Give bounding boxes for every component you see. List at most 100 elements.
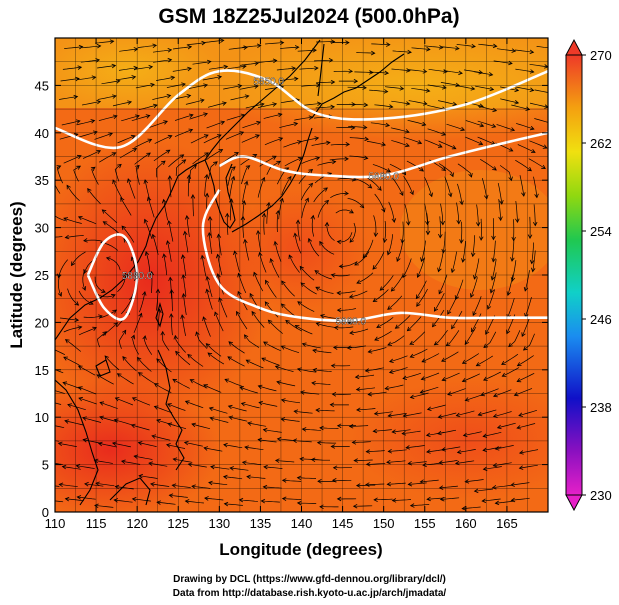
streamline (528, 158, 546, 169)
streamline (163, 199, 168, 221)
streamline (369, 89, 388, 93)
streamline-arrowhead (78, 396, 83, 402)
streamline-arrowhead (228, 415, 234, 420)
streamline-arrowhead (133, 47, 139, 52)
streamline-arrowhead (459, 200, 464, 206)
streamline-arrowhead (324, 221, 330, 227)
streamline (316, 409, 335, 412)
streamline-arrowhead (137, 356, 142, 362)
streamline-arrowhead (433, 341, 439, 346)
streamline-arrowhead (183, 230, 188, 236)
streamline (294, 116, 313, 121)
streamline-arrowhead (56, 165, 62, 170)
streamline (226, 114, 245, 121)
streamline-arrowhead (384, 70, 390, 76)
streamline (362, 239, 374, 258)
streamline-arrowhead (391, 429, 397, 434)
streamline-arrowhead (511, 48, 517, 53)
streamline-arrowhead (151, 233, 156, 239)
streamline-arrowhead (452, 101, 458, 107)
y-axis-ticks: 0 5 10 15 20 25 30 35 40 45 (35, 78, 548, 520)
streamline-arrowhead (281, 280, 286, 286)
chart-title: GSM 18Z25Jul2024 (500.0hPa) (158, 5, 459, 28)
streamline (223, 85, 242, 90)
streamline (55, 236, 63, 238)
streamline (514, 49, 534, 53)
streamline-arrowhead (438, 460, 444, 465)
streamline-arrowhead (76, 165, 82, 170)
streamline (440, 203, 444, 225)
streamline (65, 498, 84, 502)
streamline (185, 99, 204, 105)
streamline-arrowhead (426, 449, 431, 454)
streamline-arrowhead (299, 456, 304, 462)
streamline-arrowhead (354, 261, 359, 266)
streamline (388, 201, 395, 223)
streamline (493, 60, 513, 64)
streamline-arrowhead (67, 403, 72, 408)
streamline (356, 408, 376, 411)
streamline (462, 240, 466, 263)
streamline (279, 123, 298, 129)
streamline (204, 497, 224, 501)
streamline-arrowhead (485, 330, 490, 335)
streamline (186, 215, 190, 237)
streamline (335, 209, 354, 214)
streamline-arrowhead (544, 104, 548, 109)
streamline-arrowhead (160, 330, 165, 336)
streamline-arrowhead (191, 484, 196, 489)
streamline (241, 402, 260, 409)
streamline-arrowhead (184, 499, 190, 504)
streamline-arrowhead (516, 425, 522, 430)
coast-philippines (157, 349, 185, 471)
streamline-arrowhead (511, 236, 516, 242)
streamline-arrowhead (422, 462, 427, 468)
streamline-arrowhead (373, 232, 379, 238)
streamline-arrowhead (330, 444, 335, 449)
streamline-arrowhead (276, 380, 281, 385)
streamline (99, 416, 118, 423)
streamline-arrowhead (388, 358, 394, 363)
streamline-arrowhead (401, 170, 407, 176)
streamline-arrowhead (187, 66, 192, 72)
streamline (366, 141, 386, 146)
streamline-arrowhead (345, 142, 351, 147)
streamline (514, 388, 533, 396)
streamline (139, 475, 158, 479)
streamline (59, 484, 78, 488)
streamline (529, 102, 548, 108)
streamline (82, 101, 101, 106)
streamline-arrowhead (97, 441, 103, 447)
streamline-arrowhead (479, 123, 485, 128)
streamline (154, 383, 172, 394)
streamline-arrowhead (364, 136, 370, 142)
streamline (511, 482, 530, 486)
streamline (355, 374, 375, 378)
streamline (519, 464, 538, 469)
streamline (508, 330, 521, 347)
streamline (392, 177, 404, 196)
streamline-arrowhead (454, 45, 460, 51)
streamline (82, 269, 86, 291)
streamline-arrowhead (409, 503, 415, 508)
streamline (62, 66, 82, 70)
streamline-arrowhead (356, 279, 362, 284)
streamline-arrowhead (171, 483, 177, 488)
streamline (465, 136, 483, 145)
streamline-arrowhead (483, 194, 489, 200)
streamline (241, 165, 250, 185)
streamline (60, 78, 80, 82)
streamline (472, 296, 482, 316)
streamline-arrowhead (320, 314, 325, 319)
streamline (424, 45, 443, 49)
streamline (475, 85, 494, 90)
streamline (58, 275, 62, 297)
streamline (529, 63, 548, 68)
streamline-arrowhead (372, 265, 377, 270)
streamline-arrowhead (110, 293, 116, 299)
streamline (281, 303, 297, 318)
streamline-arrowhead (96, 150, 102, 155)
streamline-arrowhead (421, 121, 427, 127)
streamline-arrowhead (405, 142, 410, 148)
streamline (300, 282, 317, 295)
